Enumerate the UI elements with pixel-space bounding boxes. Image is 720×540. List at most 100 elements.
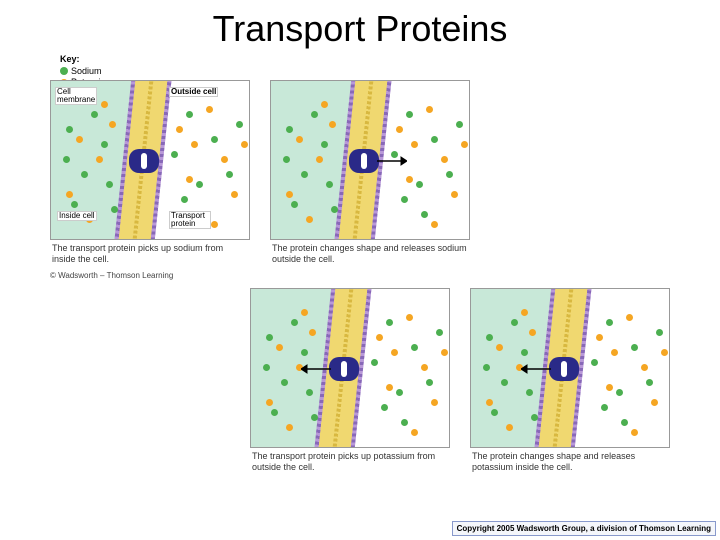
sodium-ion-icon <box>331 206 338 213</box>
sodium-ion-icon <box>306 389 313 396</box>
transport-protein-icon <box>329 357 359 381</box>
sodium-ion-icon <box>311 111 318 118</box>
sodium-ion-icon <box>371 359 378 366</box>
sodium-ion-icon <box>271 409 278 416</box>
sodium-ion-icon <box>591 359 598 366</box>
sodium-ion-icon <box>66 126 73 133</box>
sodium-ion-icon <box>63 156 70 163</box>
sodium-ion-icon <box>491 409 498 416</box>
potassium-ion-icon <box>626 314 633 321</box>
potassium-ion-icon <box>266 399 273 406</box>
potassium-ion-icon <box>411 141 418 148</box>
sodium-ion-icon <box>431 136 438 143</box>
potassium-ion-icon <box>606 384 613 391</box>
transport-protein-icon <box>129 149 159 173</box>
potassium-ion-icon <box>661 349 668 356</box>
transport-protein-icon <box>549 357 579 381</box>
sodium-ion-icon <box>111 206 118 213</box>
potassium-ion-icon <box>301 309 308 316</box>
sodium-ion-icon <box>326 181 333 188</box>
caption-2: The protein changes shape and releases s… <box>270 240 470 269</box>
potassium-ion-icon <box>391 349 398 356</box>
sodium-ion-icon <box>531 414 538 421</box>
potassium-ion-icon <box>231 191 238 198</box>
inside-cell-label: Inside cell <box>57 211 97 221</box>
potassium-ion-icon <box>529 329 536 336</box>
sodium-ion-icon <box>426 379 433 386</box>
sodium-ion-icon <box>286 126 293 133</box>
sodium-ion-icon <box>283 156 290 163</box>
sodium-ion-icon <box>91 111 98 118</box>
potassium-ion-icon <box>321 101 328 108</box>
potassium-ion-icon <box>461 141 468 148</box>
caption-3: The transport protein picks up potassium… <box>250 448 450 477</box>
sodium-ion-icon <box>186 111 193 118</box>
sodium-ion-icon <box>406 111 413 118</box>
potassium-ion-icon <box>109 121 116 128</box>
sodium-ion-icon <box>646 379 653 386</box>
diagram-3 <box>250 288 450 448</box>
sodium-ion-icon <box>511 319 518 326</box>
potassium-ion-icon <box>76 136 83 143</box>
potassium-ion-icon <box>426 106 433 113</box>
sodium-ion-icon <box>226 171 233 178</box>
potassium-ion-icon <box>596 334 603 341</box>
potassium-ion-icon <box>611 349 618 356</box>
potassium-ion-icon <box>496 344 503 351</box>
potassium-ion-icon <box>431 399 438 406</box>
sodium-ion-icon <box>236 121 243 128</box>
copyright-footer: Copyright 2005 Wadsworth Group, a divisi… <box>452 521 716 536</box>
potassium-ion-icon <box>276 344 283 351</box>
panel-3: The transport protein picks up potassium… <box>250 288 450 477</box>
potassium-ion-icon <box>191 141 198 148</box>
potassium-ion-icon <box>631 429 638 436</box>
sodium-ion-icon <box>601 404 608 411</box>
sodium-ion-icon <box>421 211 428 218</box>
potassium-ion-icon <box>421 364 428 371</box>
potassium-ion-icon <box>96 156 103 163</box>
sodium-ion-icon <box>501 379 508 386</box>
potassium-ion-icon <box>206 106 213 113</box>
panel-row-2: The transport protein picks up potassium… <box>250 288 690 477</box>
potassium-ion-icon <box>306 216 313 223</box>
potassium-ion-icon <box>521 309 528 316</box>
panel-grid: Outside cellInside cellCell membraneTran… <box>50 80 690 484</box>
potassium-ion-icon <box>176 126 183 133</box>
sodium-ion-icon <box>106 181 113 188</box>
potassium-ion-icon <box>486 399 493 406</box>
potassium-ion-icon <box>66 191 73 198</box>
wadsworth-credit: © Wadsworth – Thomson Learning <box>50 271 250 280</box>
transport-protein-icon <box>349 149 379 173</box>
sodium-ion-icon <box>71 201 78 208</box>
sodium-ion-icon <box>196 181 203 188</box>
sodium-ion-icon <box>401 419 408 426</box>
potassium-ion-icon <box>396 126 403 133</box>
panel-row-1: Outside cellInside cellCell membraneTran… <box>50 80 690 280</box>
sodium-ion-icon <box>401 196 408 203</box>
outside-cell-label: Outside cell <box>169 87 218 97</box>
panel-4: The protein changes shape and releases p… <box>470 288 670 477</box>
sodium-ion-icon <box>411 344 418 351</box>
sodium-ion-icon <box>263 364 270 371</box>
potassium-ion-icon <box>241 141 248 148</box>
sodium-ion-icon <box>101 141 108 148</box>
sodium-ion-icon <box>396 389 403 396</box>
transport-protein-label: Transport protein <box>169 211 211 229</box>
sodium-ion-icon <box>621 419 628 426</box>
potassium-ion-icon <box>411 429 418 436</box>
diagram-2 <box>270 80 470 240</box>
sodium-ion-icon <box>446 171 453 178</box>
potassium-ion-icon <box>296 136 303 143</box>
sodium-ion-icon <box>81 171 88 178</box>
diagram-1: Outside cellInside cellCell membraneTran… <box>50 80 250 240</box>
sodium-ion-icon <box>631 344 638 351</box>
potassium-ion-icon <box>406 176 413 183</box>
diagram-4 <box>470 288 670 448</box>
sodium-ion-icon <box>616 389 623 396</box>
sodium-ion-icon <box>321 141 328 148</box>
sodium-label: Sodium <box>71 66 102 76</box>
potassium-ion-icon <box>286 424 293 431</box>
potassium-ion-icon <box>406 314 413 321</box>
sodium-ion-icon <box>526 389 533 396</box>
arrow-left-icon <box>521 363 551 375</box>
